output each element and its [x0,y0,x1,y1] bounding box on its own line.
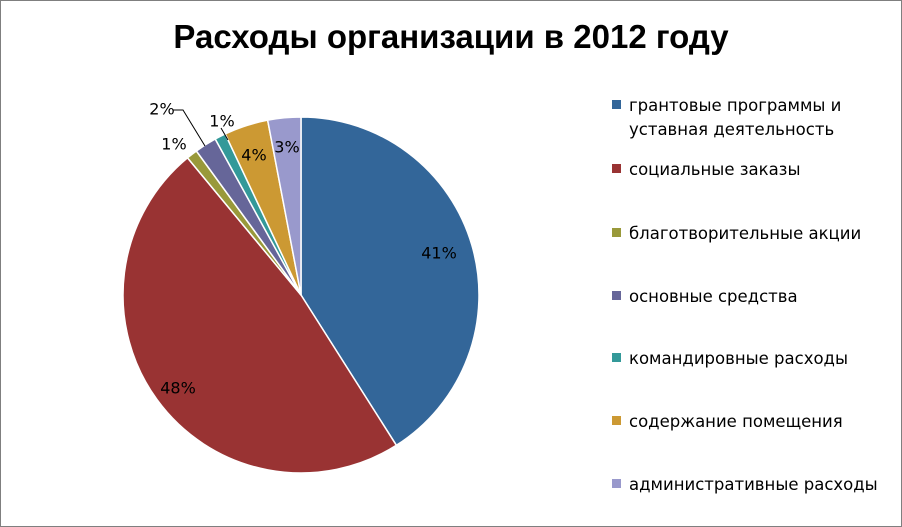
legend-swatch [612,164,621,173]
legend-label: благотворительные акции [629,222,897,246]
legend-label: командировные расходы [629,347,897,371]
data-label: 3% [274,138,299,157]
data-label: 48% [160,379,196,398]
legend-label: административные расходы [629,473,897,497]
legend-swatch [612,100,621,109]
legend-label: грантовые программы и уставная деятельно… [629,94,897,142]
legend-swatch [612,291,621,300]
data-label: 2% [149,100,174,119]
legend-label: содержание помещения [629,410,897,434]
data-label: 1% [161,135,186,154]
legend-swatch [612,228,621,237]
legend-label: социальные заказы [629,158,897,182]
legend-swatch [612,479,621,488]
legend-swatch [612,353,621,362]
data-label: 1% [209,112,234,131]
legend-label: основные средства [629,285,897,309]
data-label: 41% [421,244,457,263]
legend-swatch [612,416,621,425]
data-label: 4% [241,146,266,165]
